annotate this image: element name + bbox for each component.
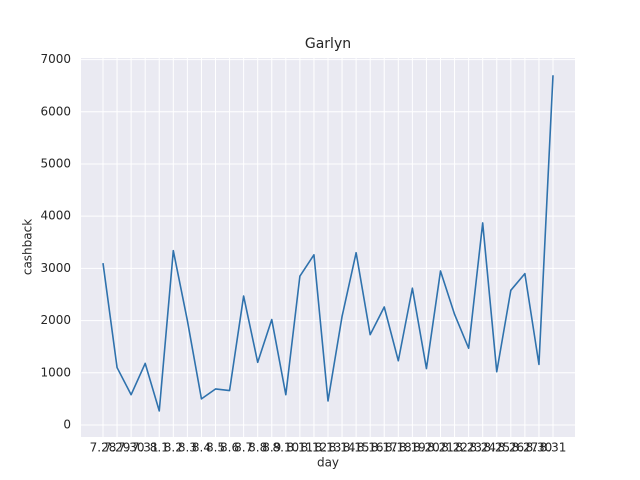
x-tick-label: 7.28 (90, 441, 117, 455)
x-tick-label: 8.6 (220, 441, 239, 455)
x-tick-label: 8.22 (441, 441, 468, 455)
x-tick-label: 8.4 (192, 441, 211, 455)
x-tick-label: 7.30 (118, 441, 145, 455)
x-tick-label: 8.16 (357, 441, 384, 455)
x-tick-label: 8.8 (248, 441, 267, 455)
y-tick-label: 4000 (40, 209, 71, 223)
x-tick-label: 8.24 (469, 441, 496, 455)
chart-title: Garlyn (305, 36, 351, 52)
y-tick-label: 5000 (40, 156, 71, 170)
y-axis-label: cashback (21, 219, 35, 275)
x-tick-label: 8.20 (413, 441, 440, 455)
x-tick-label: 8.26 (497, 441, 524, 455)
y-tick-label: 6000 (40, 104, 71, 118)
line (102, 75, 554, 412)
x-tick-label: 8.25 (483, 441, 510, 455)
x-tick-label: 8.11 (287, 441, 314, 455)
x-tick-label: 7.31 (132, 441, 159, 455)
x-tick-label: 8.9 (262, 441, 281, 455)
x-tick-label: 8.23 (455, 441, 482, 455)
x-tick-label: 8.31 (540, 441, 567, 455)
y-tick-label: 3000 (40, 261, 71, 275)
y-tick-label: 7000 (40, 52, 71, 66)
x-tick-label: 8.17 (371, 441, 398, 455)
x-tick-label: 8.13 (315, 441, 342, 455)
x-tick-label: 8.30 (526, 441, 553, 455)
x-tick-label: 8.10 (272, 441, 299, 455)
x-tick-label: 8.7 (234, 441, 253, 455)
x-tick-label: 8.1 (150, 441, 169, 455)
x-tick-label: 8.15 (343, 441, 370, 455)
x-tick-label: 8.2 (164, 441, 183, 455)
x-tick-label: 7.29 (104, 441, 131, 455)
y-tick-label: 0 (63, 417, 71, 431)
x-axis-label: day (317, 456, 339, 470)
x-tick-label: 8.18 (385, 441, 412, 455)
x-tick-label: 8.19 (399, 441, 426, 455)
x-tick-label: 8.21 (427, 441, 454, 455)
x-tick-label: 8.27 (512, 441, 539, 455)
x-tick-label: 8.5 (206, 441, 225, 455)
y-tick-label: 1000 (40, 365, 71, 379)
y-tick-label: 2000 (40, 313, 71, 327)
x-tick-label: 8.12 (301, 441, 328, 455)
x-tick-label: 8.14 (329, 441, 356, 455)
x-tick-label: 8.3 (178, 441, 197, 455)
